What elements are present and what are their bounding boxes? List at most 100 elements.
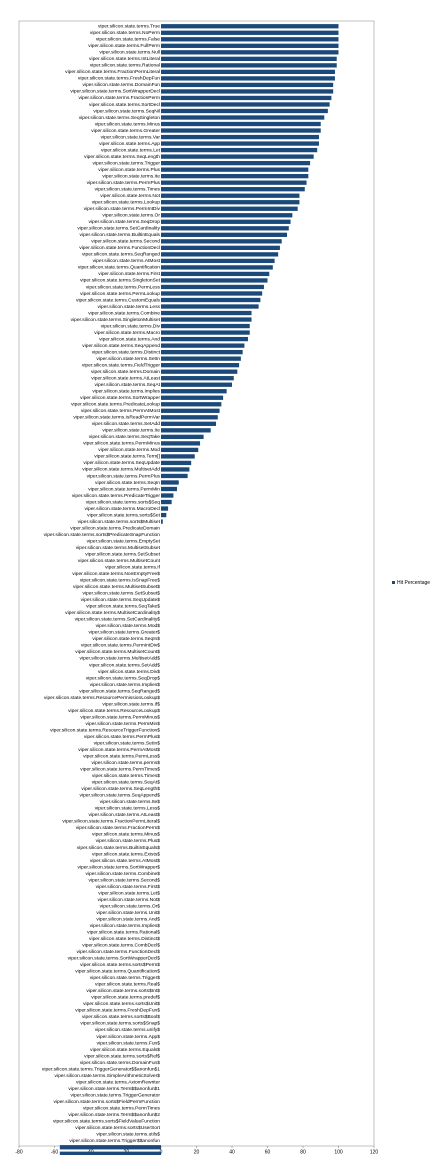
y-tick-label: viper.silicon.state.terms.Not (100, 193, 160, 199)
y-tick-label: viper.silicon.state.terms.PermLess (86, 284, 161, 290)
y-tick-label: viper.silicon.state.terms.sorts$Int$ (86, 988, 160, 994)
y-tick-label: viper.silicon.state.terms.And$ (96, 916, 160, 922)
bar (161, 258, 275, 264)
bar (161, 252, 279, 257)
bar (161, 50, 339, 55)
y-tick-label: viper.silicon.state.terms.IsReadPermVar (73, 415, 160, 421)
bar (161, 174, 309, 179)
bar (161, 369, 238, 374)
y-tick-label: viper.silicon.state.terms.Equals$ (90, 1047, 160, 1053)
bar (161, 108, 328, 114)
y-tick-label: viper.silicon.state.terms.Term$$anonfun$… (68, 1086, 160, 1092)
y-tick-label: viper.silicon.state.terms.sorts$Bool$ (82, 1014, 160, 1020)
bar (161, 428, 211, 433)
bar (161, 395, 224, 400)
y-tick-label: viper.silicon.state.terms.Plus (98, 167, 160, 173)
y-tick-label: viper.silicon.state.terms.SeqLength (84, 154, 160, 160)
bar (161, 434, 204, 440)
y-tick-label: viper.silicon.state.terms.FunctionDecl (79, 245, 160, 251)
y-tick-label: viper.silicon.state.terms.ResourcePermis… (44, 695, 160, 701)
y-tick-label: viper.silicon.state.terms.SeqAppend$ (80, 793, 161, 799)
y-tick-label: viper.silicon.state.terms.SeqSingleton (79, 115, 161, 121)
y-tick-label: viper.silicon.state.terms.DomainFun (83, 82, 161, 88)
bar (161, 291, 263, 296)
y-tick-label: viper.silicon.state.terms.Ite$ (100, 799, 161, 805)
y-tick-label: viper.silicon.state.terms.sorts$Set (87, 512, 160, 518)
y-tick-label: viper.silicon.state.terms.SetSubset (85, 551, 160, 557)
y-tick-label: viper.silicon.state.terms.If (105, 565, 161, 571)
y-tick-label: viper.silicon.state.terms.MultisetCount$ (75, 649, 160, 655)
y-tick-label: viper.silicon.state.terms.Greater (91, 128, 160, 134)
y-tick-label: viper.silicon.state.terms.SeqDrop$ (86, 675, 160, 681)
y-tick-label: viper.silicon.state.terms.NoPerm (90, 30, 160, 36)
legend-swatch (392, 581, 395, 584)
y-tick-label: viper.silicon.state.terms.Unit$ (96, 910, 160, 916)
bar (161, 69, 335, 75)
y-tick-label: viper.silicon.state.terms.Quantification (78, 265, 160, 271)
y-tick-label: viper.silicon.state.terms.TriggerGenerat… (70, 1092, 160, 1098)
y-tick-label: viper.silicon.state.terms.SetCardinality (77, 226, 160, 232)
y-tick-label: viper.silicon.state.terms.SeqDrop (89, 219, 161, 225)
x-tick-label: 0 (160, 1149, 163, 1155)
bar (161, 363, 240, 368)
y-tick-label: viper.silicon.state.terms.SetAdd (92, 421, 161, 427)
y-tick-label: viper.silicon.state.terms.And (99, 336, 160, 342)
y-tick-label: viper.silicon.state.terms.Ite (102, 428, 160, 434)
y-tick-label: viper.silicon.state.terms.SetSubset$ (83, 591, 161, 597)
y-tick-label: viper.silicon.state.terms.sorts$Multiset (78, 519, 161, 525)
y-tick-label: viper.silicon.state.terms.perms$ (92, 760, 161, 766)
y-tick-label: viper.silicon.state.terms.First (98, 271, 160, 277)
y-tick-label: viper.silicon.state.terms.Mod$ (96, 623, 161, 629)
y-tick-label: viper.silicon.state.terms.Trigger$ (90, 975, 160, 981)
y-tick-label: viper.silicon.state.terms.SetAdd$ (89, 662, 160, 668)
bar (161, 493, 174, 498)
y-tick-label: viper.silicon.state.terms.MultisetCount (78, 558, 161, 564)
y-tick-label: viper.silicon.state.terms.Trigger (93, 160, 161, 166)
x-tick-label: -60 (51, 1149, 58, 1155)
y-tick-label: viper.silicon.state.terms.If$ (102, 701, 160, 707)
y-tick-label: viper.silicon.state.terms.NonEmptyFree$ (72, 571, 160, 577)
y-tick-label: viper.silicon.state.terms.SeqIn$ (92, 636, 160, 642)
bar (161, 76, 335, 81)
y-tick-label: viper.silicon.state.terms.PermMin (88, 486, 160, 492)
x-tick-label: 40 (229, 1149, 235, 1155)
y-tick-label: viper.silicon.state.terms.Second (91, 239, 160, 245)
y-tick-label: viper.silicon.state.terms.MultisetSubset… (73, 584, 160, 590)
bar (161, 37, 339, 42)
bar (161, 330, 250, 335)
y-tick-label: viper.silicon.state.terms.SetIn$ (94, 740, 161, 746)
y-tick-label: viper.silicon.state.terms.Div$ (98, 669, 160, 675)
bar (161, 447, 199, 453)
y-tick-label: viper.silicon.state.terms.AtLeast$ (89, 812, 161, 818)
bar (161, 147, 318, 153)
bar (161, 265, 273, 270)
y-tick-label: viper.silicon.state.terms.Combine$ (86, 871, 161, 877)
bar (161, 30, 339, 35)
y-tick-label: viper.silicon.state.terms.MultisetAdd$ (80, 656, 161, 662)
y-tick-label: viper.silicon.state.terms.sorts$FieldVal… (53, 1118, 160, 1124)
y-tick-label: viper.silicon.state.terms.PermAtMost (81, 408, 161, 414)
y-tick-label: viper.silicon.state.terms.SortWrapperDec… (70, 89, 160, 95)
y-tick-label: viper.silicon.state.terms.Implies (92, 389, 160, 395)
bar (161, 415, 218, 420)
x-tick-label: 80 (300, 1149, 306, 1155)
y-tick-label: viper.silicon.state.terms.FractionPermLi… (65, 69, 160, 75)
y-tick-label: viper.silicon.state.terms.IsSnapFree$ (80, 578, 160, 584)
bar (161, 63, 337, 68)
x-tick-label: -80 (15, 1149, 22, 1155)
y-tick-label: viper.silicon.state.terms.SimpleArithmet… (55, 1073, 161, 1079)
y-tick-label: viper.silicon.state.terms.Exists$ (92, 851, 160, 857)
y-tick-label: viper.silicon.state.terms.Trigger$$anonf… (69, 1138, 160, 1144)
y-tick-label: viper.silicon.state.terms.unify$ (95, 1027, 161, 1033)
bar (161, 102, 330, 107)
bar (161, 213, 293, 218)
bar (161, 343, 245, 348)
bar (161, 167, 309, 172)
y-tick-label: viper.silicon.state.terms.ResourceTrigge… (50, 727, 160, 733)
bar (161, 115, 325, 120)
y-tick-label: viper.silicon.state.terms.IntLiteral (89, 56, 160, 62)
bar (161, 160, 311, 166)
y-tick-label: viper.silicon.state.terms.SeqAt (94, 382, 160, 388)
